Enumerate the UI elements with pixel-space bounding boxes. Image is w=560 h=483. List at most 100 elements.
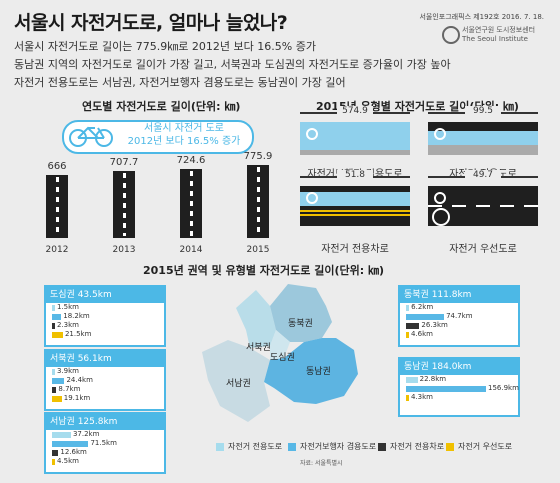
region-bar: [406, 395, 409, 401]
region-bar-label: 18.2km: [63, 312, 90, 320]
region-bar-label: 4.5km: [57, 457, 80, 465]
region-chart-title: 2015년 권역 및 유형별 자전거도로 길이(단위: ㎞): [143, 264, 384, 277]
region-panel-title: 서남권 125.8km: [46, 414, 164, 430]
region-panel-title: 동남권 184.0km: [400, 359, 518, 375]
legend-item: 자전거 전용도로: [216, 441, 282, 452]
map-region-seonam: [202, 340, 270, 422]
institute-name-ko: 서울연구원 도시정보센터: [462, 26, 536, 34]
region-bar: [52, 387, 57, 393]
map-label-dongbuk: 동북권: [288, 317, 313, 329]
legend-swatch: [216, 442, 224, 451]
region-bar-label: 12.6km: [60, 448, 87, 456]
map-region-dongbuk: [270, 284, 332, 342]
seoul-map: 서북권 동북권 도심권 서남권 동남권: [202, 284, 358, 422]
type-road-priority-dash: [428, 205, 538, 207]
legend-item: 자전거 전용차로: [378, 441, 444, 452]
region-panel: 도심권 43.5km 1.5km 18.2km 2.3km 21.5km: [44, 285, 166, 347]
legend-label: 자전거 우선도로: [458, 442, 513, 451]
type-bike-icon: [306, 192, 318, 204]
region-bar: [406, 386, 486, 392]
region-panel: 서북권 56.1km 3.9km 24.4km 8.7km 19.1km: [44, 349, 166, 411]
legend-swatch: [446, 442, 454, 451]
type-label: 자전거 전용차로: [321, 244, 389, 255]
legend-label: 자전거보행자 겸용도로: [300, 442, 377, 451]
yearly-value: 775.9: [243, 150, 273, 162]
summary-line-2: 2012년 보다 16.5% 증가: [127, 136, 241, 147]
yearly-year-label: 2014: [179, 245, 203, 255]
type-road-shared: [300, 122, 410, 150]
map-label-dosim: 도심권: [270, 351, 295, 363]
type-road-exclusive-lane: [428, 131, 538, 145]
bicycle-icon: [69, 126, 113, 147]
legend-swatch: [378, 442, 386, 451]
region-panel-title: 도심권 43.5km: [46, 287, 164, 303]
region-bar-label: 21.5km: [64, 330, 92, 338]
map-region-dongnam: [264, 338, 358, 404]
type-bike-icon: [434, 128, 446, 140]
region-bar: [406, 377, 418, 383]
yearly-value: 707.7: [109, 156, 139, 168]
summary-bubble-text: 서울시 자전거 도로 2012년 보다 16.5% 증가: [120, 122, 248, 148]
region-bar: [52, 332, 63, 338]
region-bar-label: 8.7km: [58, 385, 81, 393]
type-label: 자전거 우선도로: [449, 244, 517, 255]
map-label-seobuk: 서북권: [246, 341, 271, 353]
yearly-bar: [46, 174, 68, 238]
region-bar: [406, 323, 420, 329]
yearly-bar: [180, 169, 202, 238]
region-bar-label: 74.7km: [446, 312, 473, 320]
region-bar: [52, 441, 89, 447]
region-bar: [52, 450, 59, 456]
lead-line-2: 동남권 지역의 자전거도로 길이가 가장 길고, 서북권과 도심권의 자전거도로…: [14, 58, 451, 71]
region-bar-label: 1.5km: [57, 303, 80, 311]
legend-label: 자전거 전용차로: [390, 442, 445, 451]
region-bar: [52, 432, 71, 438]
region-bar: [406, 314, 445, 320]
legend-swatch: [288, 442, 296, 451]
region-bar-label: 6.2km: [411, 303, 434, 311]
region-bar-label: 71.5km: [90, 439, 117, 447]
institute-name: 서울연구원 도시정보센터 The Seoul Institute: [462, 26, 542, 44]
publication-info: 서울인포그래픽스 제192호 2016. 7. 18.: [419, 13, 544, 21]
type-value: 574.9: [337, 106, 373, 116]
yearly-value: 724.6: [176, 155, 206, 167]
yearly-year-label: 2012: [45, 245, 69, 255]
legend-label: 자전거 전용도로: [228, 442, 283, 451]
region-bar: [52, 459, 55, 465]
yearly-bar: [247, 164, 269, 238]
road-center-line: [122, 172, 126, 236]
region-panel-title: 서북권 56.1km: [46, 351, 164, 367]
region-bar-label: 19.1km: [63, 394, 91, 402]
type-value: 49.7: [465, 170, 501, 180]
region-bar: [52, 369, 55, 375]
legend-item: 자전거 우선도로: [446, 441, 512, 452]
region-bar: [52, 378, 65, 384]
region-panel: 서남권 125.8km 37.2km 71.5km 12.6km 4.5km: [44, 412, 166, 474]
region-bar: [406, 332, 409, 338]
region-bar: [52, 323, 55, 329]
type-road-exclusive-top: [428, 122, 538, 131]
region-bar-label: 2.3km: [57, 321, 80, 329]
region-panel: 동북권 111.8km 6.2km 74.7km 26.3km 4.6km: [398, 285, 520, 347]
type-road-exclusive-bottom: [428, 145, 538, 155]
region-bar: [52, 314, 62, 320]
type-road-priority-bike: [432, 208, 450, 226]
yearly-year-label: 2013: [112, 245, 136, 255]
map-label-dongnam: 동남권: [306, 365, 331, 377]
map-label-seonam: 서남권: [226, 377, 251, 389]
summary-line-1: 서울시 자전거 도로: [144, 123, 224, 134]
yearly-bar: [113, 170, 135, 238]
map-region-seobuk: [236, 290, 276, 348]
source-note: 자료: 서울특별시: [300, 460, 343, 467]
type-value: 51.8: [337, 170, 373, 180]
road-center-line: [256, 166, 260, 236]
region-bar-label: 156.9km: [488, 384, 519, 392]
type-value: 99.5: [465, 106, 501, 116]
region-bar: [406, 305, 410, 311]
road-center-line: [55, 176, 59, 236]
lead-line-3: 자전거 전용도로는 서남권, 자전거보행자 겸용도로는 동남권이 가장 길어: [14, 76, 346, 89]
region-bar-label: 37.2km: [72, 430, 100, 438]
region-bar-label: 26.3km: [421, 321, 448, 329]
region-bar-label: 22.8km: [419, 375, 447, 383]
region-bar: [52, 305, 55, 311]
